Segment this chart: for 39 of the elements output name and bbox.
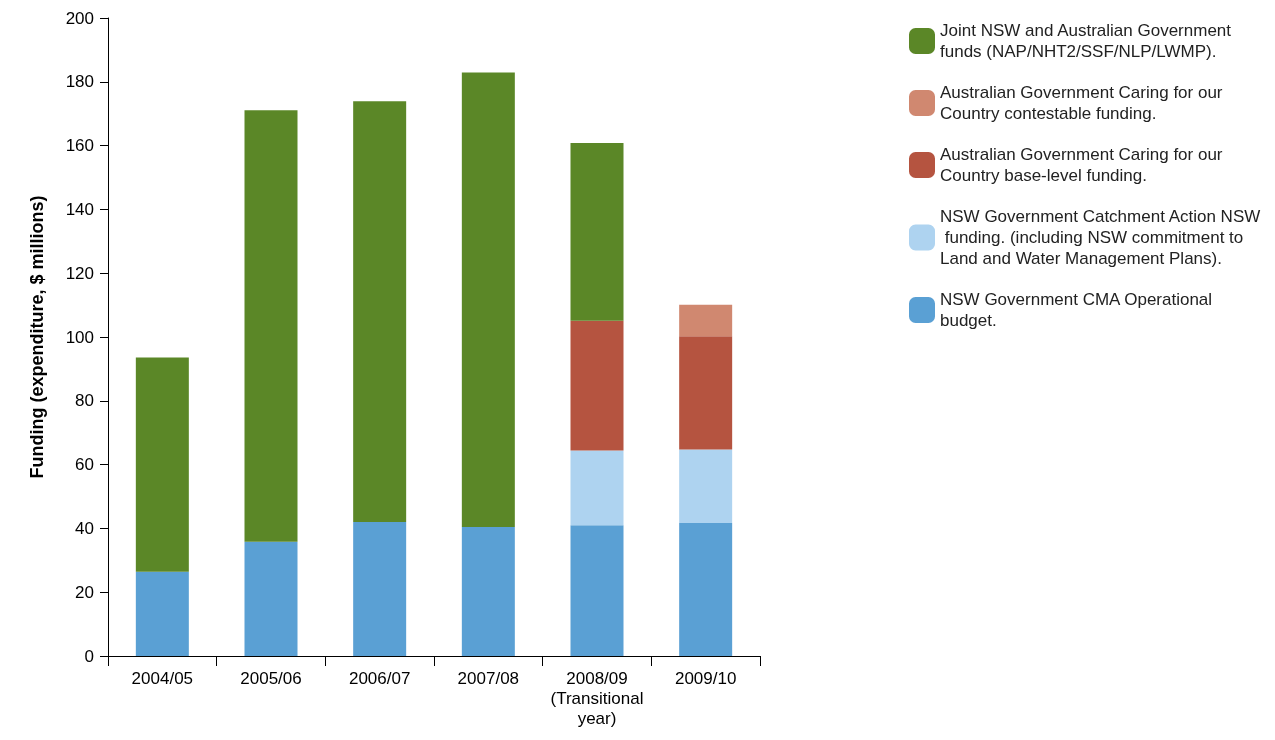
x-tick-label: 2007/08 [457, 668, 520, 688]
bar [570, 143, 624, 321]
y-tick-label: 180 [65, 72, 94, 92]
x-tick-label: 2005/06 [240, 668, 302, 688]
x-tick-label: 2009/10 [674, 668, 737, 688]
bar [135, 571, 189, 656]
legend-label: Joint NSW and Australian Government funds (NAP/NHT2/SSF/NLP/LWMP). [940, 21, 1236, 61]
legend-label: Australian Government Caring for our Country contestable funding. [940, 83, 1228, 123]
y-tick-label: 160 [65, 136, 94, 156]
x-tick-label: 2006/07 [348, 668, 411, 688]
bar [461, 72, 515, 528]
bar [244, 110, 298, 542]
legend-label: NSW Government Catchment Action NSW funding. (including NSW commitment to Land and Water Management Plans). [940, 207, 1261, 268]
bar [679, 449, 733, 523]
y-tick-label: 20 [75, 582, 94, 602]
y-axis-title: Funding (expenditure, $ millions) [27, 195, 47, 479]
bar [353, 101, 407, 523]
bar [461, 527, 515, 656]
bar [679, 336, 733, 450]
bar [353, 522, 407, 656]
bar [570, 320, 624, 451]
y-tick-label: 100 [65, 327, 94, 347]
x-tick-label: 2008/09 (Transitional year) [550, 668, 644, 728]
y-tick-label: 200 [65, 8, 94, 28]
bar [679, 522, 733, 656]
y-tick-label: 0 [84, 646, 94, 666]
bar [570, 450, 624, 526]
bar [244, 541, 298, 656]
y-tick-label: 60 [75, 455, 94, 475]
x-tick-label: 2004/05 [131, 668, 194, 688]
bar [570, 525, 624, 656]
y-tick-label: 80 [75, 391, 94, 411]
y-tick-label: 40 [75, 518, 94, 538]
bar [135, 357, 189, 572]
legend-label: NSW Government CMA Operational budget. [940, 290, 1217, 330]
y-tick-label: 140 [65, 199, 94, 219]
y-tick-label: 120 [65, 263, 94, 283]
legend-label: Australian Government Caring for our Country base-level funding. [940, 145, 1228, 185]
bar [679, 304, 733, 337]
